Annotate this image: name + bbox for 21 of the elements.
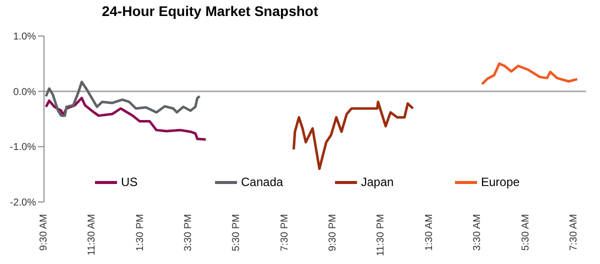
x-tick-label: 11:30 PM [376,214,387,256]
x-tick-label: 7:30 AM [568,214,580,251]
x-tick-label: 5:30 AM [520,214,532,251]
x-tick-label: 7:30 PM [279,214,290,252]
x-tick-label: 9:30 PM [328,214,339,252]
x-tick-label: 1:30 PM [134,214,146,252]
y-tick-label: 0.0% [13,86,36,98]
x-tick-label: 3:30 AM [472,214,484,251]
x-tick-label: 5:30 PM [231,214,242,252]
legend-label: Europe [481,175,520,189]
legend-label: Japan [361,175,394,189]
y-tick-label: -1.0% [10,142,36,154]
legend-label: Canada [241,175,284,189]
x-tick-label: 11:30 AM [86,214,98,256]
y-tick-label: 1.0% [13,32,36,43]
chart-title: 24-Hour Equity Market Snapshot [100,2,320,21]
y-tick-label: -2.0% [10,198,36,209]
x-tick-label: 3:30 PM [183,214,194,252]
x-tick-label: 1:30 AM [424,214,435,251]
x-tick-label: 9:30 AM [38,214,50,251]
legend-label: US [121,175,138,189]
